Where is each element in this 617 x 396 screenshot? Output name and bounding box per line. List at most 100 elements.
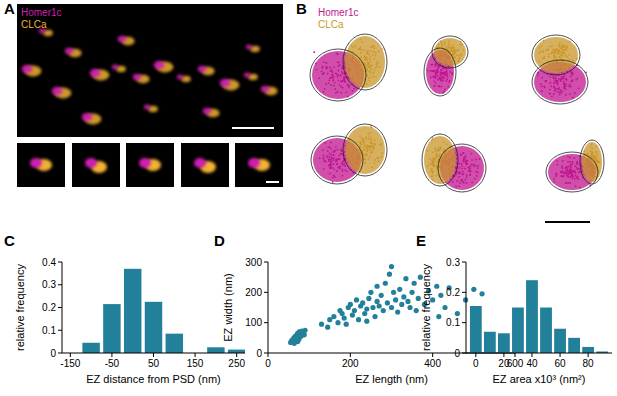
x-tick bbox=[432, 353, 433, 357]
y-tick bbox=[462, 292, 466, 293]
point bbox=[395, 309, 400, 314]
contour bbox=[310, 49, 366, 101]
x-tick bbox=[515, 353, 516, 357]
x-tick-label: 50 bbox=[148, 358, 160, 369]
point bbox=[385, 300, 390, 305]
point bbox=[368, 290, 373, 295]
scale-bar bbox=[266, 181, 279, 183]
x-tick bbox=[350, 353, 351, 357]
homer-punctum bbox=[90, 69, 101, 77]
x-tick-label: 20 bbox=[498, 358, 510, 369]
contour bbox=[424, 48, 456, 96]
marks bbox=[82, 269, 245, 353]
x-tick bbox=[195, 353, 196, 357]
x-tick-label: 400 bbox=[424, 358, 441, 369]
panel-a: AHomer1cCLCa bbox=[4, 0, 283, 187]
point bbox=[401, 294, 406, 299]
y-tick-label: 0.2 bbox=[42, 302, 56, 313]
point bbox=[302, 328, 307, 333]
legend-label: CLCa bbox=[21, 19, 47, 30]
contour bbox=[580, 140, 604, 184]
y-tick bbox=[58, 353, 62, 354]
homer-punctum bbox=[85, 158, 97, 168]
homer-punctum bbox=[65, 48, 74, 55]
y-tick bbox=[264, 262, 268, 263]
y-tick bbox=[462, 262, 466, 263]
y-tick bbox=[58, 284, 62, 285]
homer-punctum bbox=[248, 158, 260, 168]
point bbox=[407, 305, 412, 310]
panel-letter: C bbox=[4, 232, 15, 249]
y-tick-label: 0 bbox=[256, 348, 262, 359]
bar bbox=[498, 333, 510, 353]
y-tick bbox=[58, 307, 62, 308]
bar bbox=[124, 269, 141, 353]
figure: AHomer1cCLCaBHomer1cCLCaC-150-5050150250… bbox=[0, 0, 617, 396]
x-axis-label: EZ distance from PSD (nm) bbox=[86, 373, 220, 385]
x-tick bbox=[588, 353, 589, 357]
point bbox=[319, 322, 324, 327]
bar bbox=[145, 302, 162, 353]
point bbox=[295, 339, 300, 344]
point bbox=[335, 320, 340, 325]
y-tick bbox=[264, 322, 268, 323]
point bbox=[397, 287, 402, 292]
point bbox=[362, 311, 367, 316]
y-tick-label: 0.1 bbox=[42, 325, 56, 336]
panel-b: BHomer1cCLCa bbox=[296, 0, 604, 222]
point bbox=[412, 281, 417, 286]
y-tick bbox=[264, 353, 268, 354]
point bbox=[340, 311, 345, 316]
homer-punctum bbox=[82, 113, 93, 121]
homer-punctum bbox=[203, 108, 212, 115]
y-tick bbox=[58, 262, 62, 263]
bar bbox=[228, 350, 245, 353]
x-tick-label: -150 bbox=[60, 358, 80, 369]
y-axis bbox=[466, 262, 467, 353]
x-tick bbox=[70, 353, 71, 357]
x-tick bbox=[268, 353, 269, 357]
y-tick bbox=[58, 330, 62, 331]
clca-cluster bbox=[582, 142, 602, 182]
point bbox=[364, 319, 369, 324]
x-axis-label: EZ area x10³ (nm²) bbox=[493, 373, 586, 385]
x-tick bbox=[503, 353, 504, 357]
y-tick bbox=[264, 292, 268, 293]
point bbox=[364, 306, 369, 311]
bar bbox=[512, 308, 524, 354]
point bbox=[381, 308, 386, 313]
point bbox=[399, 302, 404, 307]
panel-letter: B bbox=[296, 0, 307, 17]
point bbox=[344, 322, 349, 327]
homer-punctum bbox=[118, 36, 127, 43]
bar bbox=[82, 343, 99, 353]
point bbox=[389, 305, 394, 310]
x-tick-label: 250 bbox=[228, 358, 245, 369]
y-axis-label: relative frequency bbox=[14, 264, 26, 351]
homer-punctum bbox=[154, 61, 165, 69]
x-tick bbox=[111, 353, 112, 357]
homer-punctum bbox=[198, 66, 207, 73]
point bbox=[391, 290, 396, 295]
y-tick-label: 0.4 bbox=[42, 257, 56, 268]
point bbox=[387, 272, 392, 277]
bar bbox=[484, 332, 496, 353]
point bbox=[442, 305, 447, 310]
x-tick-label: 60 bbox=[554, 358, 566, 369]
legend-label: Homer1c bbox=[21, 7, 62, 18]
bar bbox=[554, 329, 566, 353]
x-tick-label: 200 bbox=[342, 358, 359, 369]
point bbox=[302, 332, 307, 337]
x-tick bbox=[560, 353, 561, 357]
contour bbox=[432, 36, 468, 68]
homer-localization bbox=[313, 51, 315, 53]
y-tick bbox=[462, 322, 466, 323]
clca-cluster bbox=[534, 37, 578, 73]
homer-punctum bbox=[22, 65, 33, 73]
point bbox=[354, 297, 359, 302]
y-tick-label: 300 bbox=[245, 257, 262, 268]
clca-cluster bbox=[345, 126, 385, 174]
y-tick-label: 0 bbox=[454, 348, 460, 359]
point bbox=[360, 300, 365, 305]
y-tick-label: 200 bbox=[245, 287, 262, 298]
